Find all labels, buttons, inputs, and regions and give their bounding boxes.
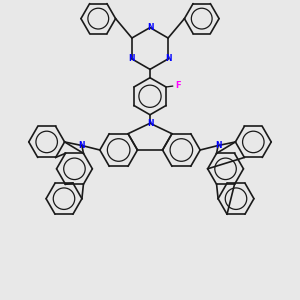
Text: N: N xyxy=(215,141,221,150)
Text: F: F xyxy=(175,81,181,90)
Text: N: N xyxy=(129,54,135,63)
Text: N: N xyxy=(147,23,153,32)
Text: N: N xyxy=(79,141,85,150)
Text: N: N xyxy=(147,119,153,128)
Text: N: N xyxy=(165,54,171,63)
